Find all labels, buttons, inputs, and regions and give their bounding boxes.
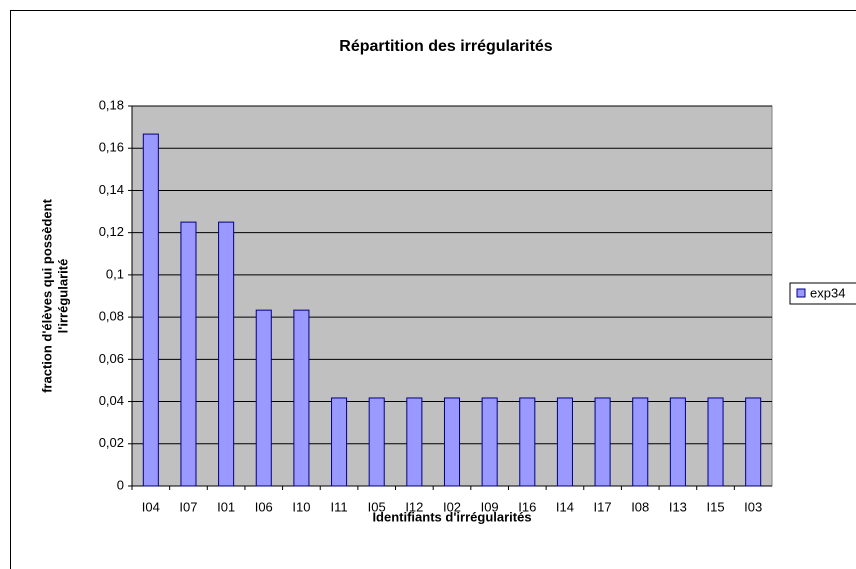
x-tick-label: I12 [405,499,423,514]
y-tick-label: 0,08 [99,309,124,324]
x-tick-label: I10 [292,499,310,514]
legend-box [789,282,856,305]
x-tick-label: I09 [481,499,499,514]
bar [368,397,385,487]
legend-swatch [796,288,806,298]
x-tick-label: I04 [142,499,160,514]
bar [707,397,724,487]
bar [632,397,649,487]
x-tick-label: I06 [255,499,273,514]
x-tick-label: I16 [518,499,536,514]
bar [519,397,536,487]
chart-title: Répartition des irrégularités [339,38,552,55]
y-tick-label: 0,06 [99,351,124,366]
x-tick-label: I01 [217,499,235,514]
legend-label: exp34 [810,285,845,300]
x-tick-label: I07 [179,499,197,514]
bar [481,397,498,487]
bar [594,397,611,487]
x-axis-label: Identifiants d'irrégularités [372,509,531,524]
bar [331,397,348,487]
x-tick-label: I11 [331,499,348,514]
y-tick-label: 0 [117,477,124,492]
y-tick-label: 0,18 [99,97,124,112]
x-tick-label: I02 [443,499,461,514]
x-tick-label: I05 [368,499,386,514]
bar [293,309,310,487]
y-tick-label: 0,1 [106,266,124,281]
x-tick-label: I15 [706,499,724,514]
y-tick-label: 0,14 [99,182,124,197]
bar [218,221,235,487]
x-tick-label: I03 [744,499,762,514]
y-axis-label-line: l'irrégularité [55,259,70,334]
bar [255,309,272,487]
bar [406,397,423,487]
y-tick-label: 0,04 [99,393,124,408]
bar [443,397,461,487]
bar [142,133,159,487]
y-tick-label: 0,02 [99,435,124,450]
y-tick-label: 0,12 [99,224,124,239]
bar [669,397,686,487]
x-tick-label: I14 [556,499,574,514]
y-axis-label-line: fraction d'élèves qui possèdent [39,198,54,392]
y-axis-label: fraction d'élèves qui possèdent l'irrégu… [39,198,70,392]
y-tick-label: 0,16 [99,140,124,155]
bar [180,221,197,487]
x-tick-label: I13 [669,499,687,514]
x-tick-label: I17 [594,499,612,514]
x-tick-label: I08 [631,499,649,514]
bar [745,397,762,487]
bar [556,397,573,487]
